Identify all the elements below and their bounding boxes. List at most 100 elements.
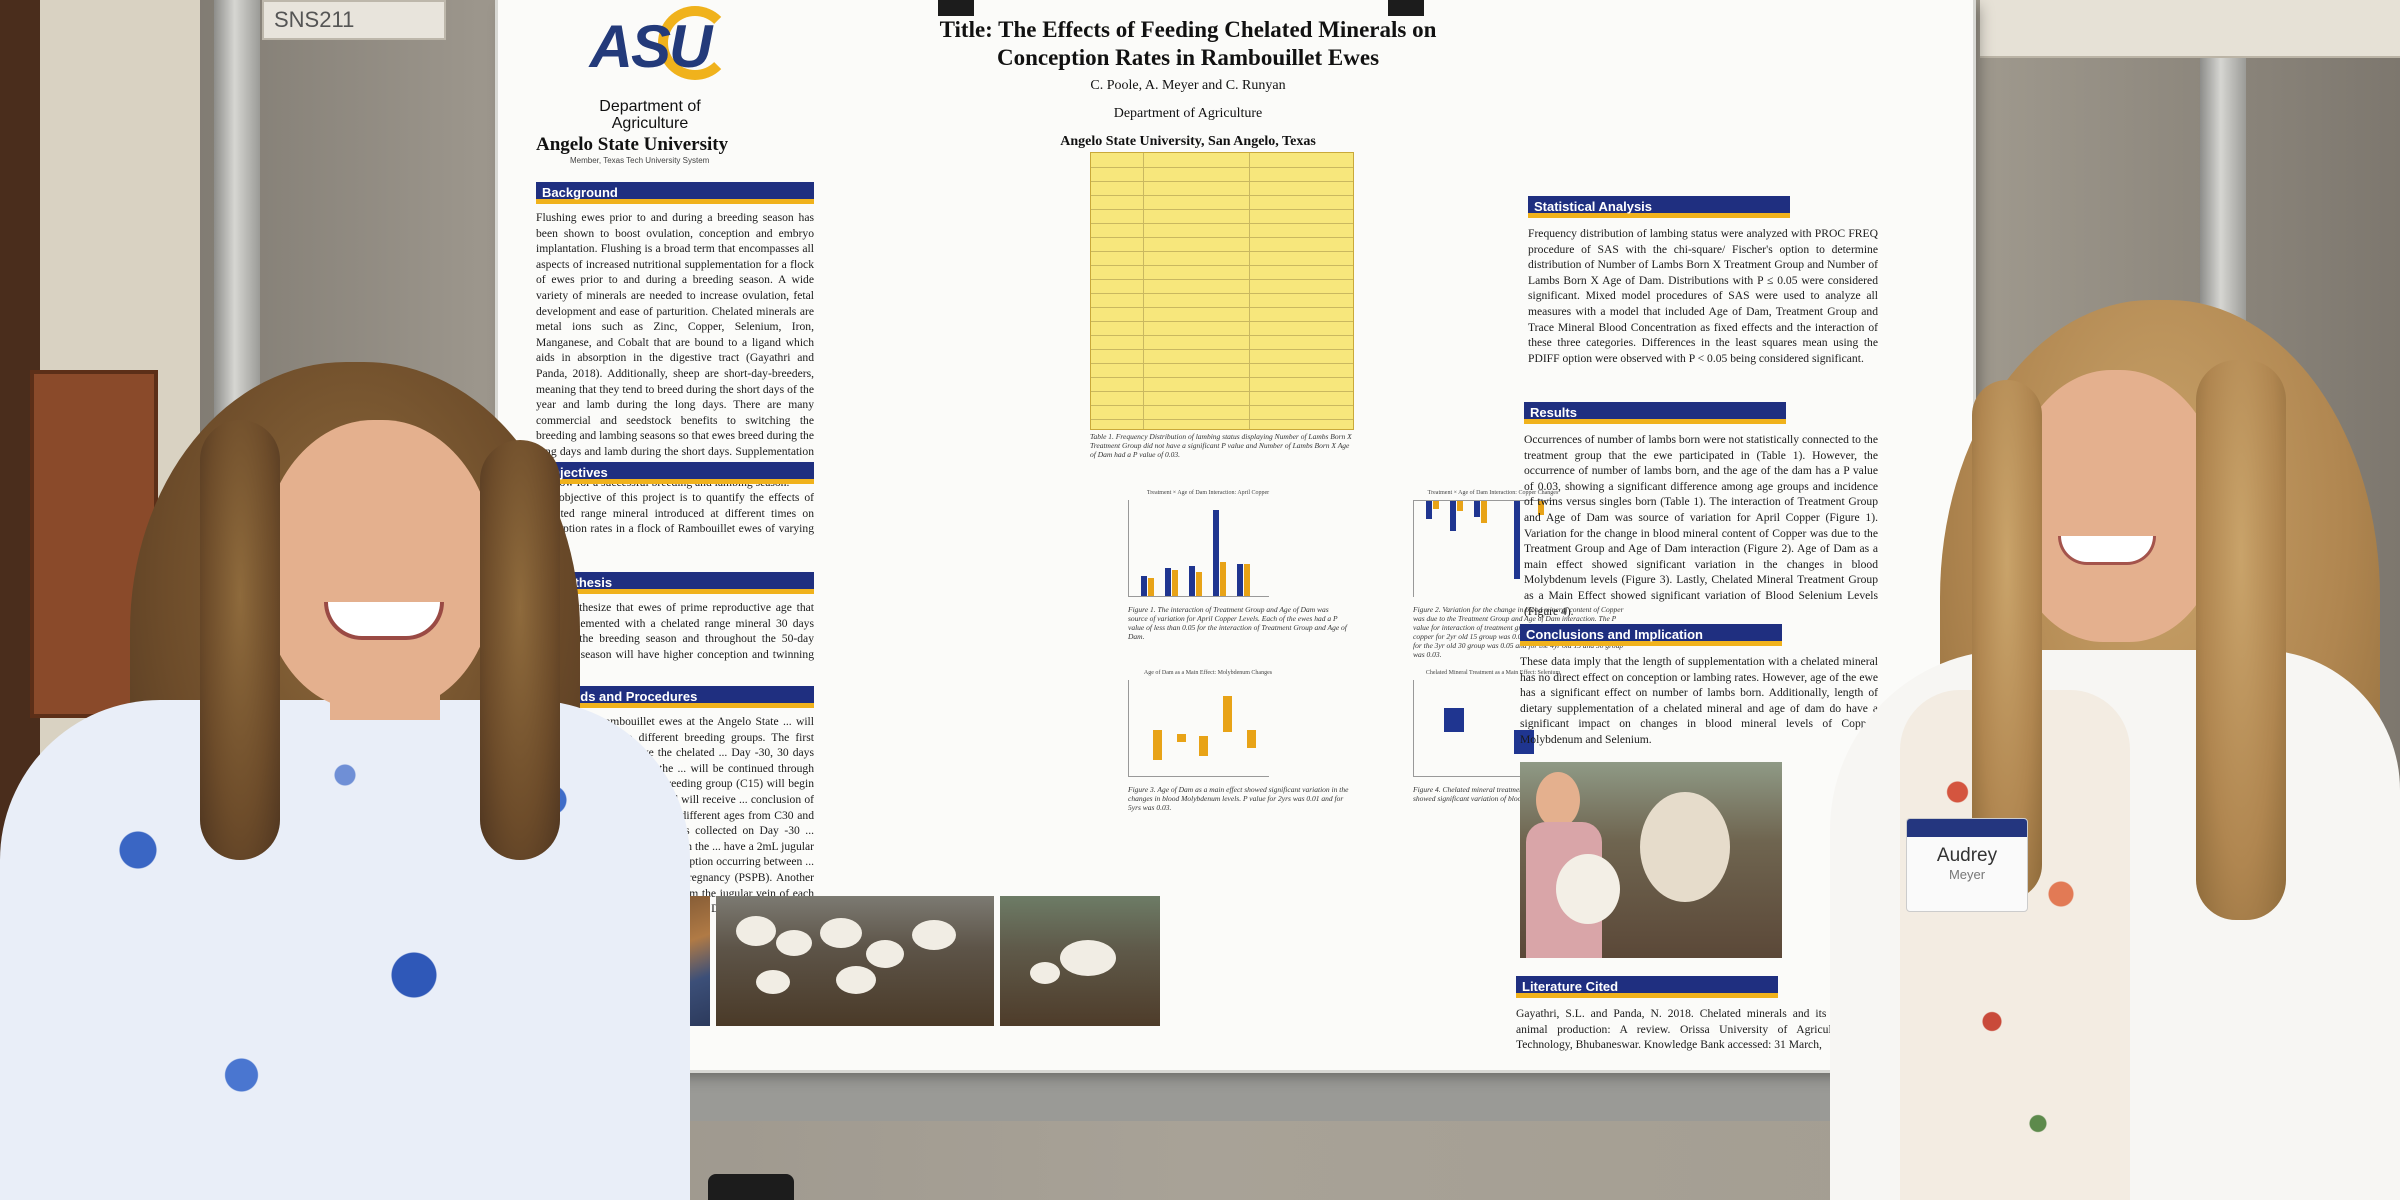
chart-box (1247, 730, 1256, 748)
logo-ring (658, 6, 732, 80)
chart-bar (1474, 501, 1480, 517)
section-text: Occurrences of number of lambs born were… (1524, 433, 1878, 618)
university-name: Angelo State University (536, 134, 729, 155)
results-section: Results Occurrences of number of lambs b… (1524, 402, 1878, 619)
section-header: Methods and Procedures (536, 686, 814, 708)
figure-caption: Figure 4. Chelated mineral treatment gro… (1413, 785, 1594, 803)
chart-bar (1141, 576, 1147, 596)
person-left-smile (324, 602, 444, 640)
chart-box (1177, 734, 1186, 742)
section-header: Objectives (536, 462, 814, 484)
chart-title: Chelated Mineral Treatment as a Main Eff… (1425, 670, 1561, 676)
literature-section: Literature Cited Gayathri, S.L. and Pand… (1516, 976, 1876, 1053)
poster-location: Angelo State University, San Angelo, Tex… (1060, 134, 1316, 149)
frequency-table (1090, 152, 1354, 430)
person-left-hair-side (480, 440, 560, 860)
figure-1: Treatment × Age of Dam Interaction: Apri… (1128, 490, 1347, 641)
badge-surname: Meyer (1948, 867, 1986, 882)
logo-department: Department of Agriculture (550, 98, 750, 132)
chart-box (1223, 696, 1232, 732)
figure-caption: Figure 1. The interaction of Treatment G… (1128, 605, 1347, 641)
door-sign: SNS211 (262, 0, 446, 40)
chart-bar (1538, 501, 1544, 515)
person-left-hair-side (200, 420, 280, 860)
section-text: These data imply that the length of supp… (1520, 655, 1878, 746)
chart-bar (1450, 501, 1456, 531)
title-line1: Title: The Effects of Feeding Chelated M… (939, 17, 1437, 42)
water-bottle (708, 1174, 794, 1200)
research-poster: ASU Department of Agriculture Angelo Sta… (498, 0, 1973, 1070)
conclusions-section: Conclusions and Implication These data i… (1520, 624, 1878, 748)
chart-bar (1481, 501, 1487, 523)
section-text: Gayathri, S.L. and Panda, N. 2018. Chela… (1516, 1007, 1876, 1052)
section-header: Statistical Analysis (1528, 196, 1790, 218)
chart-title: Treatment × Age of Dam Interaction: Apri… (1146, 490, 1270, 496)
badge-name: Audrey (1936, 845, 1998, 866)
person-right-smile (2058, 536, 2156, 565)
person-left-floral-dress (0, 700, 690, 1200)
figure-4: Chelated Mineral Treatment as a Main Eff… (1413, 670, 1594, 803)
asu-logo: ASU Department of Agriculture (550, 6, 750, 156)
chart-bar (1220, 562, 1226, 596)
logo-letters: ASU (589, 13, 713, 80)
chart-box (1153, 730, 1162, 760)
figure-2: Treatment × Age of Dam Interaction: Copp… (1413, 490, 1625, 659)
university-subtitle: Member, Texas Tech University System (570, 156, 710, 165)
chart-bar (1237, 564, 1243, 596)
figure-caption: Figure 3. Age of Dam as a main effect sh… (1128, 785, 1349, 812)
section-header: Conclusions and Implication (1520, 624, 1782, 646)
chart-bar (1165, 568, 1171, 596)
figure-caption: Figure 2. Variation for the change in bl… (1413, 605, 1625, 659)
logo-dept-line1: Department of (599, 98, 701, 115)
chart-box (1199, 736, 1208, 756)
box-chart (1413, 680, 1554, 777)
bar-chart (1128, 500, 1269, 597)
chart-bar (1426, 501, 1432, 519)
photo-ewes-yard (1000, 896, 1160, 1026)
chart-title: Age of Dam as a Main Effect: Molybdenum … (1143, 670, 1273, 676)
chart-box (1444, 708, 1464, 732)
binder-clip (1388, 0, 1424, 16)
chart-bar (1457, 501, 1463, 511)
photo-woman-lamb (1520, 762, 1782, 958)
logo-dept-line2: Agriculture (611, 115, 689, 132)
table-caption: Table 1. Frequency Distribution of lambi… (1090, 432, 1352, 459)
section-header: Literature Cited (1516, 976, 1778, 998)
objectives-section: Objectives The objective of this project… (536, 462, 814, 552)
bar-chart (1413, 500, 1554, 597)
binder-clip (938, 0, 974, 16)
poster-rail (500, 1068, 1840, 1121)
photo-lamb-pen (716, 896, 994, 1026)
chart-bar (1213, 510, 1219, 596)
title-line2: Conception Rates in Rambouillet Ewes (996, 45, 1380, 70)
box-chart (1128, 680, 1269, 777)
person-right-hair-side (2196, 360, 2286, 920)
chart-bar (1514, 501, 1520, 579)
person-right-face (2010, 370, 2222, 642)
poster-title: Title: The Effects of Feeding Chelated M… (818, 16, 1558, 72)
figure-3: Age of Dam as a Main Effect: Molybdenum … (1128, 670, 1348, 812)
chart-bar (1244, 564, 1250, 596)
badge-logo-bar (1907, 819, 2027, 837)
chart-box (1514, 730, 1534, 754)
statistical-section: Statistical Analysis Frequency distribut… (1528, 196, 1878, 366)
poster-authors: C. Poole, A. Meyer and C. Runyan (1090, 78, 1286, 93)
section-header: Hypothesis (536, 572, 814, 594)
section-header: Background (536, 182, 814, 204)
name-badge: Audrey Meyer (1906, 818, 2028, 912)
chart-bar (1433, 501, 1439, 509)
section-text: The objective of this project is to quan… (536, 491, 814, 551)
background-section: Background Flushing ewes prior to and du… (536, 182, 814, 491)
person-left-face (262, 420, 494, 710)
top-right-sign (1980, 0, 2400, 58)
poster-department: Department of Agriculture (1113, 106, 1263, 121)
chart-bar (1189, 566, 1195, 596)
chart-bar (1148, 578, 1154, 596)
section-text: Frequency distribution of lambing status… (1528, 227, 1878, 365)
section-header: Results (1524, 402, 1786, 424)
chart-title: Treatment × Age of Dam Interaction: Copp… (1427, 490, 1559, 496)
chart-bar (1172, 570, 1178, 596)
chart-bar (1196, 572, 1202, 596)
person-right-hair-side (1972, 380, 2042, 900)
section-text: Flushing ewes prior to and during a bree… (536, 211, 814, 489)
